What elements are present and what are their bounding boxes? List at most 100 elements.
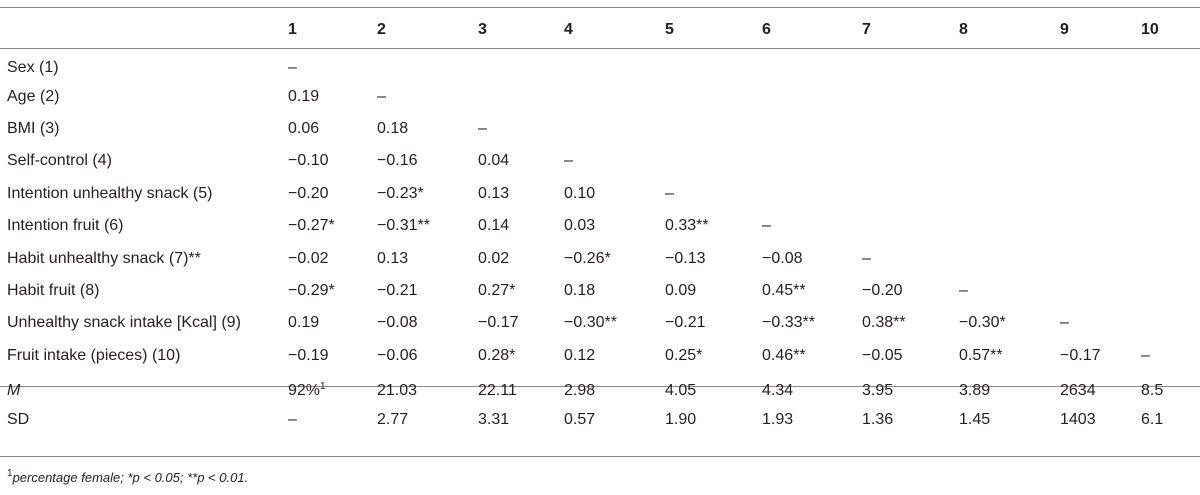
table-cell	[862, 210, 959, 242]
header-cell: 10	[1141, 21, 1159, 38]
table-cell	[762, 113, 862, 145]
table-cell: −0.08	[762, 249, 803, 267]
stats-cell: 21.03	[377, 372, 478, 404]
row-label: Habit unhealthy snack (7)**	[7, 249, 201, 267]
table-cell	[959, 113, 1060, 145]
table-cell: 0.33**	[665, 217, 709, 235]
stats-value: 2634	[1060, 382, 1096, 400]
table-cell: 0.03	[564, 217, 596, 235]
table-cell: 0.57**	[959, 346, 1003, 364]
table-cell	[959, 178, 1060, 210]
stats-cell: 2.98	[564, 372, 665, 404]
table-cell	[564, 113, 665, 145]
stats-value: 4.34	[762, 382, 794, 400]
stats-row: SD – 2.77 3.31 0.57 1.90 1.93 1.36 1.45 1403 6.1	[0, 404, 1200, 436]
table-cell: 0.04	[478, 152, 510, 170]
table-row: Habit unhealthy snack (7)** −0.02 0.13 0.02…	[0, 242, 1200, 274]
stats-value: 22.11	[478, 382, 517, 400]
table-cell	[564, 80, 665, 112]
stats-cell: 92%1	[288, 372, 377, 404]
table-cell	[959, 80, 1060, 112]
stats-cell: 3.95	[862, 372, 959, 404]
table-cell: –	[862, 249, 871, 267]
header-cell: 5	[665, 21, 674, 38]
table-cell	[1060, 275, 1141, 307]
table-cell	[1060, 80, 1141, 112]
header-cell: 6	[762, 21, 771, 38]
stats-cell: 2634	[1060, 372, 1141, 404]
stats-label: M	[7, 382, 21, 400]
table-cell: −0.06	[377, 346, 418, 364]
table-cell	[1141, 80, 1200, 112]
table-cell	[762, 48, 862, 80]
stats-value: 92%	[288, 382, 321, 400]
table-cell: –	[478, 119, 487, 137]
table-cell: −0.17	[1060, 346, 1101, 364]
table-cell: 0.10	[564, 184, 596, 202]
footnote-text: percentage female; *p < 0.05; **p < 0.01…	[12, 470, 249, 485]
table-cell: 0.38**	[862, 314, 906, 332]
table-cell: 0.18	[377, 119, 409, 137]
header-cell: 7	[862, 21, 871, 38]
table-cell: 0.19	[288, 314, 320, 332]
header-cell: 4	[564, 21, 573, 38]
table-cell: –	[564, 152, 573, 170]
stats-value: 1.93	[762, 411, 794, 429]
table-cell	[665, 145, 762, 177]
stats-value: 2.77	[377, 411, 409, 429]
table-cell	[959, 145, 1060, 177]
row-label: Intention fruit (6)	[7, 217, 124, 235]
row-label: Unhealthy snack intake [Kcal] (9)	[7, 314, 241, 332]
table-cell: −0.17	[478, 314, 519, 332]
table-cell: –	[288, 59, 297, 77]
table-cell	[665, 80, 762, 112]
stats-cell: –	[288, 404, 377, 436]
table-cell	[1060, 113, 1141, 145]
row-label: Fruit intake (pieces) (10)	[7, 346, 181, 364]
table-cell: −0.16	[377, 152, 418, 170]
table-cell	[1141, 113, 1200, 145]
table-cell: −0.33**	[762, 314, 815, 332]
stats-cell: 1403	[1060, 404, 1141, 436]
table-cell	[665, 48, 762, 80]
table-cell	[762, 145, 862, 177]
table-cell: 0.19	[288, 87, 320, 105]
stats-value: 3.31	[478, 411, 510, 429]
stats-cell: 0.57	[564, 404, 665, 436]
row-label: Self-control (4)	[7, 152, 112, 170]
table-row: Fruit intake (pieces) (10) −0.19 −0.06 0.28…	[0, 340, 1200, 372]
table-cell	[1141, 275, 1200, 307]
table-cell	[1141, 307, 1200, 339]
table-row: Habit fruit (8) −0.29* −0.21 0.27* 0.18 0.09 0…	[0, 275, 1200, 307]
stats-value: 1.36	[862, 411, 894, 429]
table-cell: −0.20	[862, 281, 903, 299]
stats-value: 8.5	[1141, 382, 1164, 400]
table-cell: −0.10	[288, 152, 329, 170]
stats-cell: 8.5	[1141, 372, 1200, 404]
table-cell	[1141, 210, 1200, 242]
table-cell	[1060, 178, 1141, 210]
stats-cell: 1.45	[959, 404, 1060, 436]
table-cell	[1060, 145, 1141, 177]
table-cell	[377, 48, 478, 80]
table-cell	[1060, 242, 1141, 274]
stats-cell: 1.90	[665, 404, 762, 436]
table-cell	[1141, 178, 1200, 210]
table-row: Sex (1) –	[0, 48, 1200, 80]
table-cell: 0.46**	[762, 346, 806, 364]
stats-cell: 3.89	[959, 372, 1060, 404]
row-label: Habit fruit (8)	[7, 281, 100, 299]
table-row: BMI (3) 0.06 0.18 –	[0, 113, 1200, 145]
table-cell	[862, 113, 959, 145]
table-cell	[862, 145, 959, 177]
table-cell	[1060, 48, 1141, 80]
header-cell	[0, 12, 288, 48]
table-cell	[1141, 145, 1200, 177]
stats-value: 0.57	[564, 411, 596, 429]
stats-cell: 4.34	[762, 372, 862, 404]
table-cell: −0.29*	[288, 281, 335, 299]
table-cell: −0.30*	[959, 314, 1006, 332]
table-cell	[1060, 210, 1141, 242]
table-cell	[478, 80, 564, 112]
